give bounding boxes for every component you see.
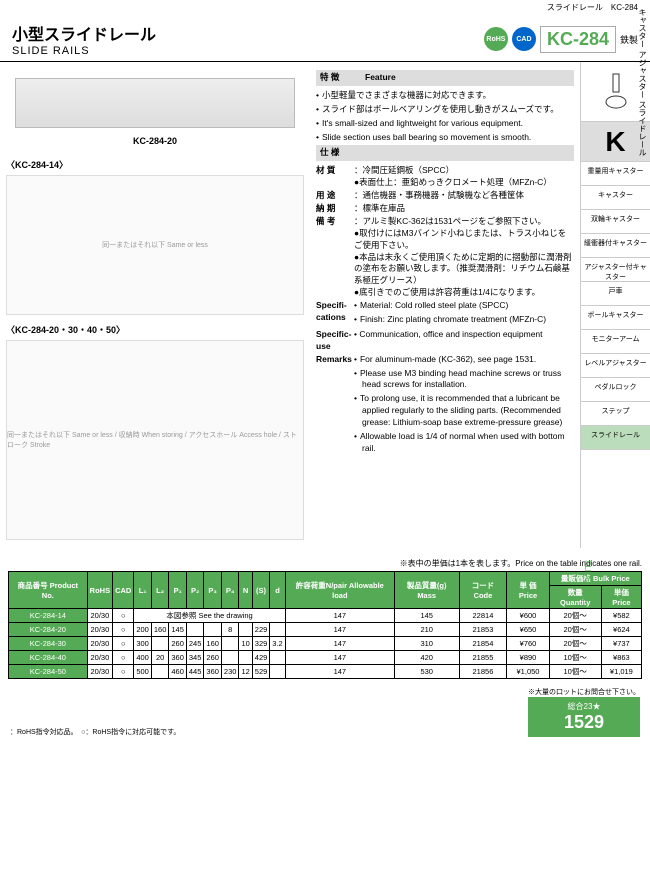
spec-label: 納 期 bbox=[316, 203, 354, 215]
sidebar-item[interactable]: 戸車 bbox=[581, 282, 650, 306]
diagram1-label: 〈KC-284-14〉 bbox=[6, 158, 304, 171]
spec-label: 材 質 bbox=[316, 165, 354, 189]
bullet-item: Please use M3 binding head machine screw… bbox=[354, 368, 574, 392]
bullet-item: Material: Cold rolled steel plate (SPCC) bbox=[354, 300, 574, 312]
diagram2-label: 〈KC-284-20・30・40・50〉 bbox=[6, 323, 304, 336]
sidebar-item[interactable]: レベルアジャスター bbox=[581, 354, 650, 378]
right-column: 特 徴Feature 小型軽量でさまざまな機器に対応できます。スライド部はボール… bbox=[310, 62, 580, 548]
photo-label: KC-284-20 bbox=[6, 136, 304, 146]
part-sub: 鉄製 bbox=[620, 33, 638, 46]
bullet-item: Finish: Zinc plating chromate treatment … bbox=[354, 314, 574, 326]
bullet-item: スライド部はボールベアリングを使用し動きがスムーズです。 bbox=[316, 104, 574, 116]
title-jp: 小型スライドレール bbox=[12, 21, 156, 45]
table-row: KC-284-4020/30○4002036034526042914742021… bbox=[9, 651, 642, 665]
table-note: ※表中の単価は1本を表します。Price on the table indica… bbox=[8, 558, 642, 569]
product-photo bbox=[15, 78, 295, 128]
footer: ：RoHS指令対応品。 ○：RoHS指令に対応可能です。 ※大量の口ットにお問合… bbox=[0, 683, 650, 741]
table-row: KC-284-1420/30○本図参照 See the drawing14714… bbox=[9, 609, 642, 623]
spec-head: 仕 様 bbox=[316, 145, 574, 161]
spec-table-area: ※表中の単価は1本を表します。Price on the table indica… bbox=[8, 558, 642, 679]
category-vertical: キャスター アジャスター スライドレール bbox=[637, 8, 648, 156]
cad-badge: CAD bbox=[512, 27, 536, 51]
spec-table: 商品番号 Product No. RoHS CAD L₁ L₂ P₁ P₂ P₃… bbox=[8, 571, 642, 679]
diagram-1: 同一またはそれ以下 Same or less bbox=[6, 175, 304, 315]
sidebar-item[interactable]: 重量用キャスター bbox=[581, 162, 650, 186]
left-column: KC-284-20 〈KC-284-14〉 同一またはそれ以下 Same or … bbox=[0, 62, 310, 548]
sidebar-item[interactable]: キャスター bbox=[581, 186, 650, 210]
bullet-item: It's small-sized and lightweight for var… bbox=[316, 118, 574, 130]
spec-label: 備 考 bbox=[316, 216, 354, 299]
sidebar-item-active[interactable]: スライドレール bbox=[581, 426, 650, 450]
bullet-item: For aluminum-made (KC-362), see page 153… bbox=[354, 354, 574, 366]
spec-body: ：標準在庫品 bbox=[354, 203, 574, 215]
slide-rail-vertical: SLIDE RAIL bbox=[583, 560, 592, 603]
table-row: KC-284-2020/30○200160145822914721021853¥… bbox=[9, 623, 642, 637]
title-en: SLIDE RAILS bbox=[12, 45, 156, 57]
spec-label: 用 途 bbox=[316, 190, 354, 202]
feature-head: 特 徴Feature bbox=[316, 70, 574, 86]
sidebar-item[interactable]: ステップ bbox=[581, 402, 650, 426]
spec-body: ：冷間圧延鋼板（SPCC）●表面仕上：亜鉛めっきクロメート処理（MFZn-C） bbox=[354, 165, 574, 189]
spec-body: ：アルミ製KC-362は1531ページをご参照下さい。●取付けにはM3バインド小… bbox=[354, 216, 574, 299]
sidebar-item[interactable]: モニターアーム bbox=[581, 330, 650, 354]
sidebar-item[interactable]: ボールキャスター bbox=[581, 306, 650, 330]
remarks-label: Remarks bbox=[316, 354, 354, 457]
sidebar-item[interactable]: ペダルロック bbox=[581, 378, 650, 402]
bullet-item: Allowable load is 1/4 of normal when use… bbox=[354, 431, 574, 455]
rohs-badge: RoHS bbox=[484, 27, 508, 51]
sidebar-item[interactable]: アジャスター付キャスター bbox=[581, 258, 650, 282]
part-code: KC-284 bbox=[540, 26, 616, 53]
bullet-item: 小型軽量でさまざまな機器に対応できます。 bbox=[316, 90, 574, 102]
spec-use-body: • Communication, office and inspection e… bbox=[354, 329, 574, 353]
breadcrumb: スライドレール KC-284 bbox=[0, 0, 650, 13]
page-header: 小型スライドレール SLIDE RAILS RoHS CAD KC-284 鉄製 bbox=[0, 13, 650, 62]
bullet-item: Slide section uses ball bearing so movem… bbox=[316, 132, 574, 144]
spec-en-label: Specifi-cations bbox=[316, 300, 354, 328]
table-row: KC-284-5020/30○5004604453602301252914753… bbox=[9, 665, 642, 679]
spec-use-label: Specific-use bbox=[316, 329, 354, 353]
sidebar-item[interactable]: 双輪キャスター bbox=[581, 210, 650, 234]
table-row: KC-284-3020/30○300260245160103293.214731… bbox=[9, 637, 642, 651]
page-number-box: 総合23★ 1529 bbox=[528, 697, 640, 737]
bullet-item: To prolong use, it is recommended that a… bbox=[354, 393, 574, 429]
footer-note2: ※大量の口ットにお問合せ下さい。 bbox=[528, 687, 640, 697]
diagram-2: 同一またはそれ以下 Same or less / 収納時 When storin… bbox=[6, 340, 304, 540]
spec-body: ：通信機器・事務機器・試験機など各種筐体 bbox=[354, 190, 574, 202]
sidebar-item[interactable]: 緩衝器付キャスター bbox=[581, 234, 650, 258]
footer-note: ：RoHS指令対応品。 ○：RoHS指令に対応可能です。 bbox=[10, 727, 180, 737]
